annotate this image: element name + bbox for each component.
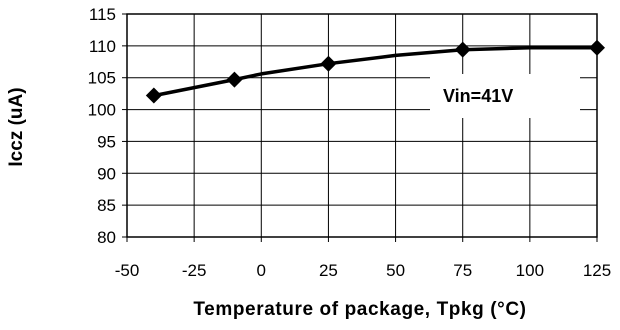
y-axis-ticks: 80 85 90 95 100 105 110 115 bbox=[88, 5, 127, 247]
data-point-marker bbox=[226, 71, 243, 88]
y-tick-label: 100 bbox=[88, 101, 116, 120]
x-tick-label: 100 bbox=[516, 261, 544, 280]
x-tick-label: 25 bbox=[319, 261, 338, 280]
plot-frame bbox=[126, 13, 598, 238]
x-tick-label: 125 bbox=[583, 261, 611, 280]
y-tick-label: 80 bbox=[97, 228, 116, 247]
y-tick-label: 110 bbox=[89, 37, 116, 56]
data-point-marker bbox=[145, 87, 162, 104]
x-tick-label: 50 bbox=[386, 261, 405, 280]
y-tick-label: 85 bbox=[97, 196, 116, 215]
x-axis-title: Temperature of package, Tpkg (°C) bbox=[193, 299, 526, 320]
y-tick-label: 115 bbox=[89, 5, 116, 24]
data-point-marker bbox=[320, 55, 337, 72]
x-tick-label: 75 bbox=[453, 261, 472, 280]
plot-border bbox=[126, 13, 598, 238]
y-tick-label: 95 bbox=[97, 132, 116, 151]
x-axis-ticks: -50 -25 0 25 50 75 100 125 bbox=[115, 237, 611, 280]
y-axis-title: Iccz (uA) bbox=[6, 87, 27, 166]
y-tick-label: 90 bbox=[97, 164, 116, 183]
annotation-label: Vin=41V bbox=[443, 86, 513, 106]
annotation-box bbox=[430, 74, 580, 118]
annotation-group: Vin=41V bbox=[430, 74, 580, 118]
x-tick-label: -50 bbox=[115, 261, 140, 280]
series-group bbox=[145, 39, 605, 104]
x-tick-label: 0 bbox=[257, 261, 266, 280]
data-point-marker bbox=[454, 41, 471, 58]
y-tick-label: 105 bbox=[88, 69, 116, 88]
x-tick-label: -25 bbox=[182, 261, 207, 280]
